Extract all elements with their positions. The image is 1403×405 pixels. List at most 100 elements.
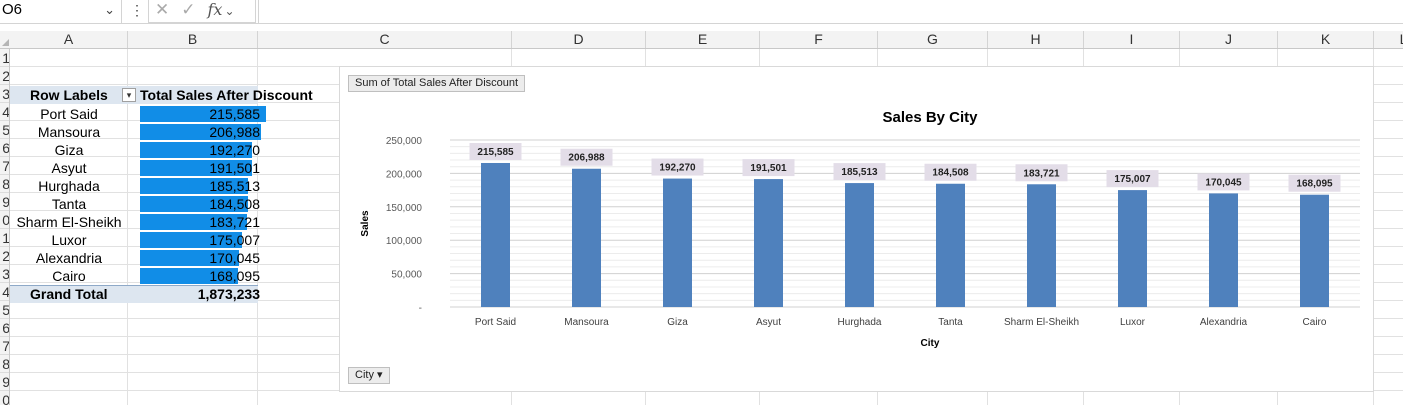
data-label: 170,045 (1205, 177, 1242, 188)
value-field-button[interactable]: Sum of Total Sales After Discount (348, 75, 526, 92)
bar (845, 183, 874, 307)
grid-vline (127, 49, 128, 405)
column-header-b[interactable]: B (128, 31, 258, 48)
data-label: 215,585 (477, 147, 514, 158)
row-header-15[interactable]: 5 (0, 301, 9, 319)
pivot-row-value: 175,007 (209, 232, 260, 248)
column-header-l[interactable]: L (1374, 31, 1403, 48)
column-header: ABCDEFGHIJKL (0, 31, 1403, 49)
row-header-16[interactable]: 6 (0, 319, 9, 337)
pivot-row[interactable]: Asyut 191,501 (10, 159, 260, 177)
column-header-i[interactable]: I (1084, 31, 1180, 48)
insert-function-icon[interactable]: fx (207, 0, 223, 19)
row-header-13[interactable]: 3 (0, 265, 9, 283)
row-header-10[interactable]: 0 (0, 211, 9, 229)
data-label: 191,501 (750, 163, 787, 174)
data-bar (140, 160, 252, 176)
pivot-row[interactable]: Luxor 175,007 (10, 231, 260, 249)
bar (1118, 190, 1147, 307)
name-box[interactable]: O6 ⌄ (0, 0, 122, 23)
data-bar (140, 106, 266, 122)
data-label: 175,007 (1114, 174, 1151, 185)
row-header-6[interactable]: 6 (0, 139, 9, 157)
row-header-17[interactable]: 7 (0, 337, 9, 355)
pivot-row[interactable]: Port Said 215,585 (10, 105, 266, 123)
axis-field-label: City (355, 369, 374, 381)
column-header-e[interactable]: E (646, 31, 760, 48)
grid-vline (257, 49, 258, 405)
pivot-row[interactable]: Mansoura 206,988 (10, 123, 261, 141)
column-header-g[interactable]: G (878, 31, 988, 48)
grand-total-value: 1,873,233 (197, 286, 260, 302)
bar (1027, 184, 1056, 307)
axis-field-button[interactable]: City ▾ (348, 367, 390, 384)
bar (1300, 194, 1329, 307)
row-header-7[interactable]: 7 (0, 157, 9, 175)
pivot-row-label: Hurghada (38, 178, 100, 194)
pivot-row-label: Giza (54, 142, 84, 158)
pivot-row-label: Port Said (40, 106, 98, 122)
bar (481, 162, 510, 307)
row-header-3[interactable]: 3 (0, 85, 9, 103)
pivot-row-value: 183,721 (209, 214, 260, 230)
row-header-11[interactable]: 1 (0, 229, 9, 247)
dropdown-arrow-icon: ▾ (377, 369, 383, 381)
y-axis-label: Sales (360, 210, 371, 237)
column-header-f[interactable]: F (760, 31, 878, 48)
column-header-c[interactable]: C (258, 31, 512, 48)
data-bar (140, 142, 252, 158)
more-options-icon[interactable]: ⋮ (130, 2, 144, 18)
pivot-chart[interactable]: Sum of Total Sales After Discount Sales … (339, 66, 1374, 392)
x-tick-label: Asyut (756, 317, 781, 328)
pivot-row[interactable]: Alexandria 170,045 (10, 249, 260, 267)
formula-input[interactable] (258, 0, 1403, 23)
column-header-h[interactable]: H (988, 31, 1084, 48)
row-header-20[interactable]: 0 (0, 391, 9, 405)
pivot-row[interactable]: Tanta 184,508 (10, 195, 260, 213)
pivot-row-label: Tanta (51, 196, 87, 212)
chevron-down-icon[interactable]: ⌄ (224, 4, 235, 18)
x-tick-label: Tanta (938, 317, 963, 328)
x-tick-label: Cairo (1303, 317, 1327, 328)
enter-icon[interactable]: ✓ (181, 0, 196, 19)
row-header-19[interactable]: 9 (0, 373, 9, 391)
chevron-down-icon[interactable]: ⌄ (104, 2, 115, 17)
data-label-box (651, 158, 704, 176)
pivot-row[interactable]: Sharm El-Sheikh 183,721 (10, 213, 260, 231)
cancel-icon[interactable]: ✕ (155, 0, 170, 19)
column-header-j[interactable]: J (1180, 31, 1278, 48)
column-header-d[interactable]: D (512, 31, 646, 48)
pivot-row-value: 170,045 (209, 250, 260, 266)
select-all-button[interactable] (0, 31, 10, 48)
row-header-12[interactable]: 2 (0, 247, 9, 265)
row-header-5[interactable]: 5 (0, 121, 9, 139)
row-header-9[interactable]: 9 (0, 193, 9, 211)
data-label-box (1015, 164, 1068, 182)
row-header-1[interactable]: 1 (0, 49, 9, 67)
filter-sort-icon[interactable]: ▾ (122, 88, 136, 102)
row-header-2[interactable]: 2 (0, 67, 9, 85)
column-header-a[interactable]: A (10, 31, 128, 48)
pivot-row[interactable]: Giza 192,270 (10, 141, 260, 159)
pivot-header-row: Row Labels ▾ Total Sales After Discount (10, 86, 313, 104)
row-header-8[interactable]: 8 (0, 175, 9, 193)
data-bar (140, 178, 248, 194)
x-tick-label: Sharm El-Sheikh (1004, 317, 1079, 328)
column-header-k[interactable]: K (1278, 31, 1374, 48)
data-label: 168,095 (1296, 179, 1333, 190)
pivot-row[interactable]: Cairo 168,095 (10, 267, 260, 285)
data-label-box (924, 163, 977, 181)
grand-total-row: Grand Total 1,873,233 (10, 285, 260, 303)
y-tick-label: 250,000 (386, 136, 423, 147)
row-header-18[interactable]: 8 (0, 355, 9, 373)
chart-title: Sales By City (882, 109, 978, 126)
pivot-row-label: Alexandria (35, 250, 103, 266)
pivot-row-label: Luxor (51, 232, 87, 248)
pivot-row-label: Asyut (51, 160, 87, 176)
row-header-14[interactable]: 4 (0, 283, 9, 301)
pivot-row[interactable]: Hurghada 185,513 (10, 177, 260, 195)
formula-bar: O6 ⌄ ⋮ ✕ ✓ fx ⌄ (0, 0, 1403, 24)
pivot-row-label: Cairo (52, 268, 86, 284)
row-header-4[interactable]: 4 (0, 103, 9, 121)
data-label-box (1106, 170, 1159, 188)
